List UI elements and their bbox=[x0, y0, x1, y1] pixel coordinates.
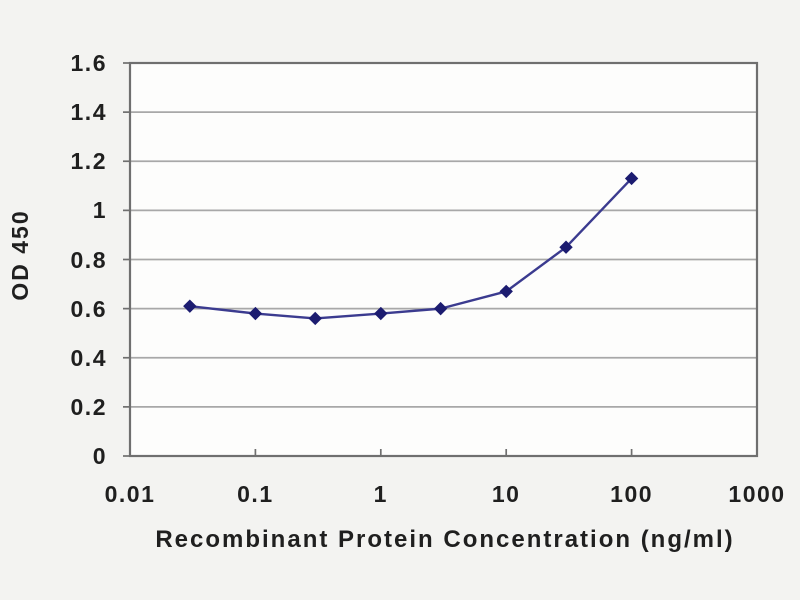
plot-border bbox=[128, 61, 759, 458]
data-point-marker bbox=[248, 306, 263, 321]
data-point-marker bbox=[559, 240, 573, 254]
data-point-marker bbox=[374, 306, 388, 321]
data-point-marker bbox=[433, 301, 448, 316]
data-point-marker bbox=[308, 311, 322, 326]
y-axis-title: OD 450 bbox=[7, 209, 33, 301]
data-point-marker bbox=[499, 284, 513, 299]
data-point-marker bbox=[183, 299, 197, 313]
x-axis-title: Recombinant Protein Concentration (ng/ml… bbox=[155, 526, 735, 553]
data-point-marker bbox=[624, 171, 639, 186]
series-line bbox=[189, 177, 633, 320]
